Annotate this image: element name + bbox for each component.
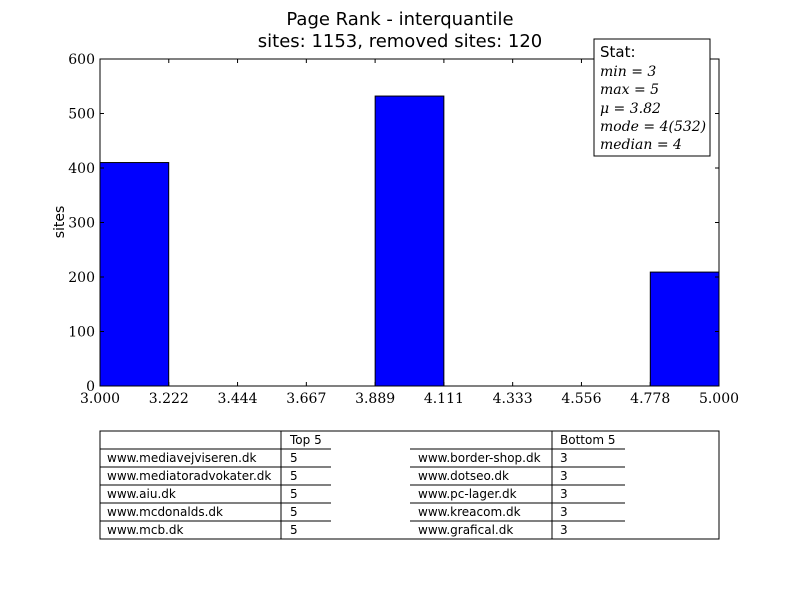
bars-group (99, 95, 720, 387)
stats-title: Stat: (600, 43, 636, 61)
histogram-bar (374, 95, 445, 387)
bottom-site: www.grafical.dk (418, 523, 513, 537)
x-tick-label: 4.111 (424, 391, 464, 407)
y-axis-label: sites (52, 206, 68, 239)
histogram-bar (99, 162, 170, 387)
stats-min: min = 3 (600, 64, 656, 80)
y-tick-label: 500 (68, 107, 95, 123)
bottom-value: 3 (560, 451, 568, 465)
bottom-value: 3 (560, 469, 568, 483)
chart-subtitle: sites: 1153, removed sites: 120 (258, 31, 542, 52)
stats-median: median = 4 (600, 137, 682, 153)
bottom5-header: Bottom 5 (560, 433, 615, 447)
stats-box: Stat: min = 3 max = 5 μ = 3.82 mode = 4(… (593, 38, 711, 157)
top-site: www.mediavejviseren.dk (107, 451, 257, 465)
x-tick-label: 3.667 (286, 391, 326, 407)
chart-title: Page Rank - interquantile (286, 9, 513, 30)
y-tick-label: 400 (68, 161, 95, 177)
bottom-site: www.kreacom.dk (418, 505, 521, 519)
histogram-bar (649, 271, 720, 387)
x-tick-label: 4.778 (630, 391, 670, 407)
top-site: www.mcb.dk (107, 523, 183, 537)
top-value: 5 (290, 469, 298, 483)
y-tick-label: 0 (86, 379, 95, 395)
bottom-site: www.border-shop.dk (418, 451, 541, 465)
stats-box-frame (593, 38, 711, 157)
x-tick-label: 3.000 (80, 391, 120, 407)
x-tick-label: 3.889 (355, 391, 395, 407)
top5-header: Top 5 (289, 433, 322, 447)
y-tick-label: 600 (68, 52, 95, 68)
bottom-value: 3 (560, 487, 568, 501)
bottom-value: 3 (560, 505, 568, 519)
plot-frame (99, 58, 720, 387)
x-tick-label: 4.556 (561, 391, 601, 407)
top-value: 5 (290, 487, 298, 501)
x-tick-label: 5.000 (699, 391, 739, 407)
x-tick-label: 3.222 (149, 391, 189, 407)
top-site: www.aiu.dk (107, 487, 176, 501)
bottom-site: www.dotseo.dk (418, 469, 509, 483)
rank-table: Top 5 Bottom 5 www.mediavejviseren.dk 5 … (99, 430, 720, 540)
ticks-group: 3.000 3.222 3.444 3.667 3.889 4.111 4.333 4.556… (68, 52, 739, 407)
stats-mean: μ = 3.82 (600, 101, 661, 117)
y-tick-label: 300 (68, 216, 95, 232)
top-site: www.mcdonalds.dk (107, 505, 223, 519)
top-site: www.mediatoradvokater.dk (107, 469, 271, 483)
top-value: 5 (290, 505, 298, 519)
x-tick-label: 4.333 (493, 391, 533, 407)
top-value: 5 (290, 523, 298, 537)
stats-max: max = 5 (600, 82, 659, 98)
y-tick-label: 200 (68, 270, 95, 286)
x-tick-label: 3.444 (218, 391, 258, 407)
stats-mode: mode = 4(532) (600, 119, 706, 135)
bottom-value: 3 (560, 523, 568, 537)
y-tick-label: 100 (68, 325, 95, 341)
top-value: 5 (290, 451, 298, 465)
bottom-site: www.pc-lager.dk (418, 487, 517, 501)
